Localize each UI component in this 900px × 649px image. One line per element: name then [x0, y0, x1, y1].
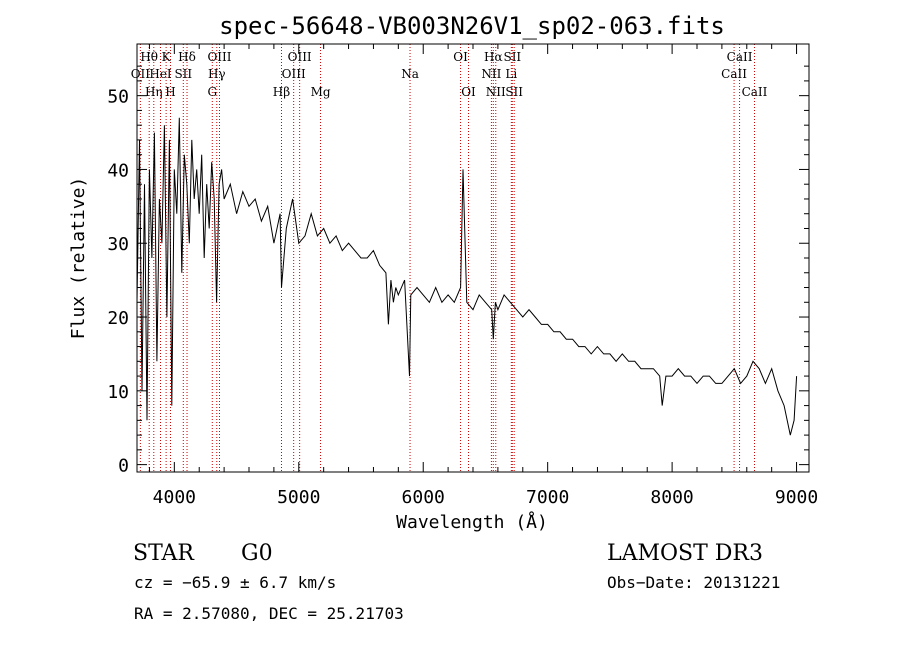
redshift-velocity: cz = −65.9 ± 6.7 km/s [134, 573, 337, 592]
x-tick-label-1: 5000 [277, 487, 320, 508]
y-tick-label-2: 20 [107, 308, 129, 329]
chart-title: spec-56648-VB003N26V1_sp02-063.fits [219, 12, 725, 40]
line-label-7: Hδ [178, 50, 196, 64]
x-tick-label-5: 9000 [775, 487, 818, 508]
line-label-8: OIII [207, 50, 231, 64]
line-label-17: OI [461, 85, 476, 99]
line-label-5: H [165, 85, 175, 99]
line-label-2: HeI [149, 67, 172, 81]
x-tick-label-4: 8000 [650, 487, 693, 508]
line-label-20: NII [486, 85, 506, 99]
y-axis-label: Flux (relative) [68, 177, 89, 340]
y-tick-label-0: 0 [118, 456, 129, 477]
observation-date: Obs−Date: 20131221 [607, 573, 781, 592]
emission-line-markers [139, 44, 755, 472]
line-label-25: CaII [721, 67, 747, 81]
survey-name: LAMOST DR3 [607, 541, 763, 566]
line-label-4: K [162, 50, 172, 64]
line-label-14: Mg [311, 85, 331, 99]
line-label-19: NII [481, 67, 501, 81]
spectrum-line [136, 117, 798, 436]
line-label-23: SII [505, 85, 523, 99]
line-label-0: OII [131, 67, 151, 81]
object-class: STAR [133, 541, 194, 566]
plot-frame [136, 43, 810, 473]
line-label-24: CaII [727, 50, 753, 64]
object-subclass: G0 [241, 541, 273, 566]
line-label-18: Hα [484, 50, 503, 64]
y-tick-label-1: 10 [107, 382, 129, 403]
y-tick-label-5: 50 [107, 87, 129, 108]
line-label-6: SII [174, 67, 192, 81]
emission-line-labels: OII Hθ HeI Hη K H SII Hδ OIII Hγ G Hβ OIII OIII Mg Na OI… [131, 50, 768, 99]
y-tick-label-3: 30 [107, 234, 129, 255]
x-tick-label-2: 6000 [402, 487, 445, 508]
line-label-22: Li [505, 67, 517, 81]
coordinates: RA = 2.57080, DEC = 25.21703 [134, 604, 404, 623]
y-axis-ticks: 0 10 20 30 40 50 [107, 65, 809, 477]
line-label-1: Hθ [140, 50, 158, 64]
line-label-12: OIII [288, 50, 312, 64]
line-label-15: Na [401, 67, 419, 81]
line-label-11: Hβ [273, 85, 290, 99]
x-axis-label: Wavelength (Å) [396, 511, 548, 533]
line-label-21: SII [503, 50, 521, 64]
line-label-26: CaII [742, 85, 768, 99]
x-axis-ticks: 4000 5000 6000 7000 8000 9000 [148, 44, 818, 508]
line-label-13: OIII [282, 67, 306, 81]
line-label-16: OI [453, 50, 468, 64]
line-label-3: Hη [145, 85, 163, 99]
y-tick-label-4: 40 [107, 160, 129, 181]
line-label-10: G [207, 85, 217, 99]
x-tick-label-0: 4000 [153, 487, 196, 508]
x-tick-label-3: 7000 [526, 487, 569, 508]
line-label-9: Hγ [208, 67, 226, 81]
